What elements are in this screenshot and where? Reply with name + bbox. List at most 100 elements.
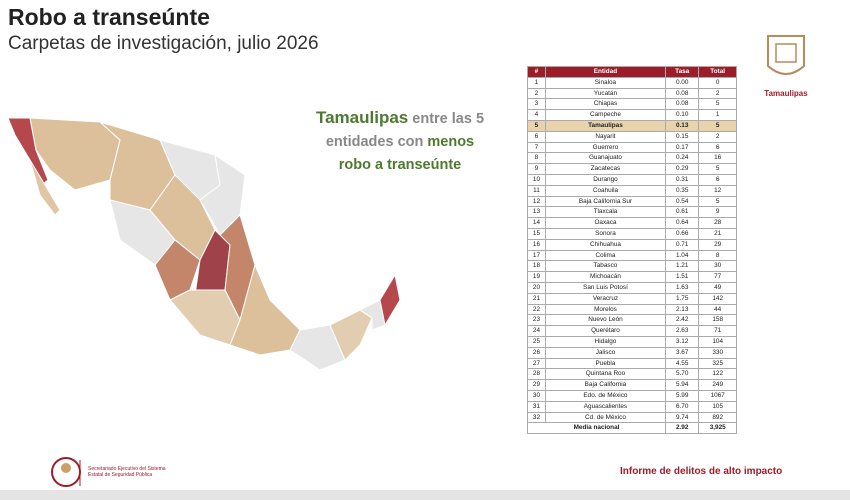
table-row: 15 Sonora 0.66 21	[527, 227, 737, 240]
cell-state: Tlaxcala	[544, 206, 667, 219]
cell-state: Coahuila	[544, 184, 667, 197]
cell-state: Oaxaca	[544, 217, 667, 229]
cell-total: 12	[698, 184, 737, 197]
cell-rate: 0.08	[664, 98, 700, 111]
cell-rank: 13	[527, 206, 546, 219]
cell-rank: 2	[527, 87, 546, 100]
cell-rank: 15	[527, 227, 546, 240]
cell-state: Morelos	[544, 303, 667, 316]
cell-total: 30	[698, 260, 737, 273]
cell-state: Veracruz	[544, 292, 667, 305]
cell-rank: 20	[527, 281, 546, 294]
callout: Tamaulipas entre las 5 entidades con men…	[300, 106, 500, 177]
cell-rate: 0.29	[664, 163, 700, 175]
cell-total: 2	[698, 130, 737, 143]
cell-rate: 1.04	[664, 249, 700, 262]
cell-rate: 1.21	[664, 260, 700, 273]
title: Robo a transeúnte	[8, 4, 210, 30]
cell-rate: 0.24	[664, 152, 700, 165]
footer-rate: 2.92	[664, 422, 700, 435]
footer-decor	[51, 457, 81, 487]
cell-total: 71	[698, 325, 737, 337]
cell-state: Tamaulipas	[544, 119, 667, 132]
subtitle: Carpetas de investigación, julio 2026	[8, 33, 319, 54]
cell-total: 5	[698, 119, 737, 132]
map-region	[359, 299, 386, 331]
table-row: 12 Baja California Sur 0.54 5	[527, 195, 737, 208]
table-row: 2 Yucatán 0.08 2	[527, 87, 737, 100]
cell-rank: 17	[527, 249, 546, 262]
table-row: 5 Tamaulipas 0.13 5	[527, 119, 737, 132]
cell-state: Nuevo León	[544, 314, 667, 327]
table-row: 9 Zacatecas 0.29 5	[527, 163, 737, 175]
cell-state: Hidalgo	[544, 335, 667, 348]
cell-state: Campeche	[544, 109, 667, 121]
table-row: 21 Veracruz 1.75 142	[527, 292, 737, 305]
cell-rank: 1	[527, 76, 546, 89]
cell-rate: 1.75	[664, 292, 700, 305]
cell-rank: 25	[527, 335, 546, 348]
map-region	[379, 273, 401, 327]
cell-state: Zacatecas	[544, 163, 667, 175]
table-row: 11 Coahuila 0.35 12	[527, 184, 737, 197]
cell-state: Guerrero	[544, 141, 667, 154]
cell-rate: 5.99	[664, 389, 700, 402]
cell-rank: 10	[527, 173, 546, 186]
cell-rate: 4.55	[664, 357, 700, 370]
cell-total: 1067	[698, 389, 737, 402]
table-row: 20 San Luis Potosí 1.63 49	[527, 281, 737, 294]
cell-rank: 3	[527, 98, 546, 111]
table-row: 6 Nayarit 0.15 2	[527, 130, 737, 143]
table-row: 4 Campeche 0.10 1	[527, 109, 737, 121]
table-row: 22 Morelos 2.13 44	[527, 303, 737, 316]
table-row: 10 Durango 0.31 6	[527, 173, 737, 186]
cell-rank: 8	[527, 152, 546, 165]
cell-total: 892	[698, 411, 737, 424]
logo-emblem	[767, 35, 805, 75]
cell-state: Edo. de México	[544, 389, 667, 402]
table-row: 8 Guanajuato 0.24 16	[527, 152, 737, 165]
table-row: 19 Michoacán 1.51 77	[527, 271, 737, 283]
cell-rate: 0.64	[664, 217, 700, 229]
cell-rate: 0.08	[664, 87, 700, 100]
cell-rate: 9.74	[664, 411, 700, 424]
table-row: 18 Tabasco 1.21 30	[527, 260, 737, 273]
cell-state: Sonora	[544, 227, 667, 240]
cell-state: Chiapas	[544, 98, 667, 111]
cell-state: Baja California	[544, 379, 667, 391]
column-header: #	[527, 66, 546, 78]
cell-total: 21	[698, 227, 737, 240]
table-footer: Media nacional 2.92 3,925	[527, 422, 737, 435]
cell-rate: 2.42	[664, 314, 700, 327]
map-region	[29, 159, 61, 216]
cell-state: Jalisco	[544, 346, 667, 359]
cell-total: 249	[698, 379, 737, 391]
cell-total: 330	[698, 346, 737, 359]
cell-total: 105	[698, 400, 737, 413]
cell-state: Sinaloa	[544, 76, 667, 89]
column-header: Entidad	[544, 66, 667, 78]
cell-total: 16	[698, 152, 737, 165]
cell-state: Quintana Roo	[544, 368, 667, 381]
cell-rate: 2.13	[664, 303, 700, 316]
table-row: 1 Sinaloa 0.00 0	[527, 76, 737, 89]
cell-rate: 0.35	[664, 184, 700, 197]
table-row: 32 Cd. de México 9.74 892	[527, 411, 737, 424]
cell-total: 158	[698, 314, 737, 327]
cell-rate: 0.15	[664, 130, 700, 143]
column-header: Tasa	[664, 66, 700, 78]
cell-total: 77	[698, 271, 737, 283]
cell-total: 325	[698, 357, 737, 370]
cell-total: 142	[698, 292, 737, 305]
cell-total: 2	[698, 87, 737, 100]
cell-rank: 23	[527, 314, 546, 327]
table-row: 14 Oaxaca 0.64 28	[527, 217, 737, 229]
report-title: Informe de delitos de alto impacto	[620, 466, 783, 477]
footer-label: Media nacional	[527, 422, 666, 435]
cell-state: Nayarit	[544, 130, 667, 143]
cell-total: 5	[698, 163, 737, 175]
table-row: 16 Chihuahua 0.71 29	[527, 238, 737, 251]
cell-rate: 0.10	[664, 109, 700, 121]
cell-rate: 1.51	[664, 271, 700, 283]
cell-rate: 0.31	[664, 173, 700, 186]
